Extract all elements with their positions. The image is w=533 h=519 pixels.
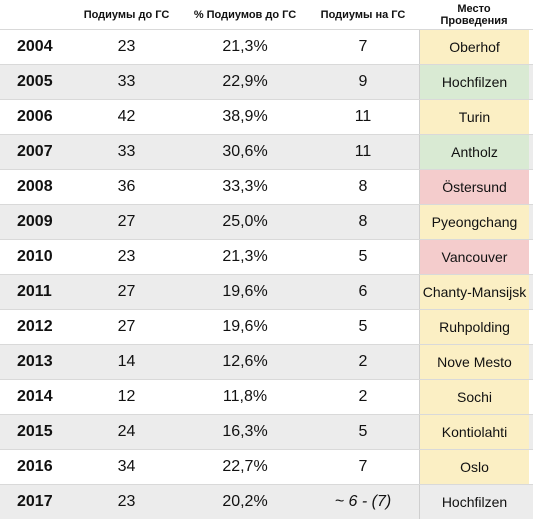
pct-podiums-cell: 25,0%	[222, 213, 268, 230]
pct-podiums-cell: 21,3%	[222, 38, 268, 55]
pct-podiums-cell: 30,6%	[222, 143, 268, 160]
podiums-before-cell: 24	[117, 423, 136, 440]
pct-podiums-cell: 11,8%	[222, 388, 268, 405]
table-row: 2007 33 30,6% 11 Antholz	[0, 134, 533, 169]
podiums-at-cell: 9	[358, 73, 368, 90]
pct-podiums-cell: 21,3%	[222, 248, 268, 265]
place-cell: Oberhof	[419, 30, 529, 64]
pct-podiums-cell: 19,6%	[222, 318, 268, 335]
place-cell: Ruhpolding	[419, 310, 529, 344]
place-cell: Hochfilzen	[419, 485, 529, 519]
podiums-at-cell: 2	[358, 388, 368, 405]
place-cell: Hochfilzen	[419, 65, 529, 99]
podiums-before-cell: 27	[117, 318, 136, 335]
table-row: 2005 33 22,9% 9 Hochfilzen	[0, 64, 533, 99]
place-cell: Vancouver	[419, 240, 529, 274]
podiums-at-cell: 8	[358, 213, 368, 230]
podiums-before-cell: 36	[117, 178, 136, 195]
podiums-at-cell: 11	[354, 143, 372, 160]
podiums-at-cell: 8	[358, 178, 368, 195]
podiums-before-cell: 33	[117, 73, 136, 90]
table-row: 2010 23 21,3% 5 Vancouver	[0, 239, 533, 274]
place-cell: Östersund	[419, 170, 529, 204]
header-place-line2: Проведения	[440, 14, 508, 27]
table-row: 2011 27 19,6% 6 Chanty-Mansijsk	[0, 274, 533, 309]
podiums-before-cell: 23	[117, 38, 136, 55]
table-row: 2013 14 12,6% 2 Nove Mesto	[0, 344, 533, 379]
year-cell: 2008	[17, 178, 53, 195]
podiums-before-cell: 14	[117, 353, 136, 370]
year-cell: 2005	[17, 73, 53, 90]
podiums-before-cell: 27	[117, 213, 136, 230]
pct-podiums-cell: 33,3%	[222, 178, 268, 195]
place-cell: Sochi	[419, 380, 529, 414]
year-cell: 2009	[17, 213, 53, 230]
table-row: 2016 34 22,7% 7 Oslo	[0, 449, 533, 484]
place-cell: Antholz	[419, 135, 529, 169]
podiums-at-cell: 6	[358, 283, 368, 300]
podiums-at-cell: 5	[358, 423, 368, 440]
table-row: 2014 12 11,8% 2 Sochi	[0, 379, 533, 414]
table-row: 2009 27 25,0% 8 Pyeongchang	[0, 204, 533, 239]
table-row: 2015 24 16,3% 5 Kontiolahti	[0, 414, 533, 449]
year-cell: 2011	[17, 283, 52, 300]
year-cell: 2004	[17, 38, 53, 55]
table-row: 2008 36 33,3% 8 Östersund	[0, 169, 533, 204]
year-cell: 2012	[17, 318, 53, 335]
podiums-before-cell: 12	[117, 388, 136, 405]
header-place: Место Проведения	[419, 0, 529, 29]
place-cell: Oslo	[419, 450, 529, 484]
podiums-at-cell: 5	[358, 248, 368, 265]
podiums-at-cell: 7	[358, 38, 368, 55]
podiums-before-cell: 34	[117, 458, 136, 475]
pct-podiums-cell: 22,7%	[222, 458, 268, 475]
podiums-before-cell: 27	[117, 283, 136, 300]
header-pct-podiums-before: % Подиумов до ГС	[193, 8, 297, 21]
pct-podiums-cell: 22,9%	[222, 73, 268, 90]
place-cell: Pyeongchang	[419, 205, 529, 239]
podiums-before-cell: 23	[117, 248, 136, 265]
table-row: 2012 27 19,6% 5 Ruhpolding	[0, 309, 533, 344]
podiums-before-cell: 33	[117, 143, 136, 160]
year-cell: 2016	[17, 458, 53, 475]
podiums-at-cell: 7	[358, 458, 368, 475]
podiums-before-cell: 42	[117, 108, 136, 125]
header-podiums-at: Подиумы на ГС	[320, 8, 406, 21]
podiums-at-cell: 2	[358, 353, 368, 370]
year-cell: 2010	[17, 248, 53, 265]
pct-podiums-cell: 16,3%	[222, 423, 268, 440]
table-row: 2004 23 21,3% 7 Oberhof	[0, 29, 533, 64]
year-cell: 2006	[17, 108, 53, 125]
year-cell: 2017	[17, 493, 53, 510]
pct-podiums-cell: 38,9%	[222, 108, 268, 125]
podiums-at-cell: 11	[354, 108, 372, 125]
podiums-at-cell: 5	[358, 318, 368, 335]
table-row: 2006 42 38,9% 11 Turin	[0, 99, 533, 134]
year-cell: 2007	[17, 143, 53, 160]
year-cell: 2014	[17, 388, 53, 405]
place-cell: Chanty-Mansijsk	[419, 275, 529, 309]
place-cell: Nove Mesto	[419, 345, 529, 379]
year-cell: 2013	[17, 353, 53, 370]
table-row: 2017 23 20,2% ~ 6 - (7) Hochfilzen	[0, 484, 533, 519]
pct-podiums-cell: 12,6%	[222, 353, 268, 370]
podiums-before-cell: 23	[117, 493, 136, 510]
year-cell: 2015	[17, 423, 53, 440]
place-cell: Kontiolahti	[419, 415, 529, 449]
place-cell: Turin	[419, 100, 529, 134]
podiums-at-cell: ~ 6 - (7)	[334, 493, 392, 510]
header-place-line1: Место	[457, 2, 491, 15]
pct-podiums-cell: 20,2%	[222, 493, 268, 510]
pct-podiums-cell: 19,6%	[222, 283, 268, 300]
header-podiums-before: Подиумы до ГС	[83, 8, 170, 21]
